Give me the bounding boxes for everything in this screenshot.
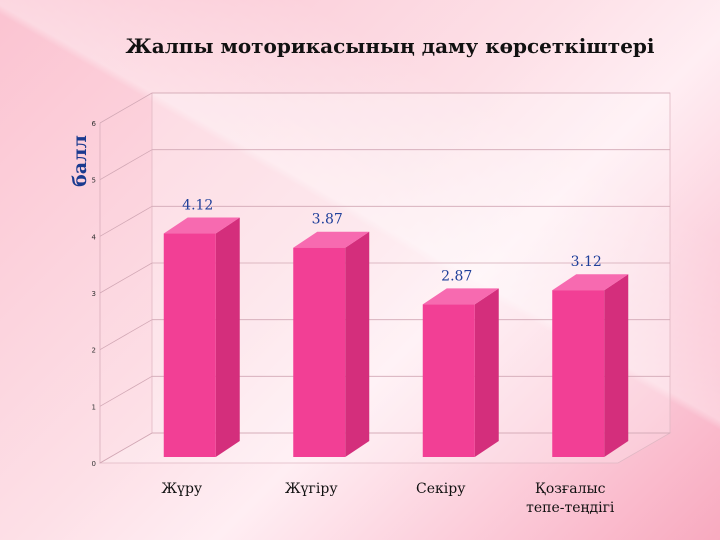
x-tick-label: Жүгіру — [285, 481, 338, 497]
bar — [293, 247, 346, 457]
bar-side — [345, 231, 370, 457]
x-tick-label: Жүру — [161, 481, 203, 497]
y-tick-label: 6 — [92, 120, 97, 128]
y-tick-label: 1 — [92, 403, 96, 411]
y-tick-label: 0 — [92, 460, 96, 468]
bar — [552, 290, 605, 457]
bar-side — [604, 274, 629, 457]
bar-top — [293, 231, 370, 248]
x-tick-label: Қозғалыс — [535, 481, 606, 497]
bar-top — [552, 274, 629, 291]
gridline-diagonal — [99, 205, 153, 237]
bar-top — [163, 217, 240, 234]
data-label: 3.87 — [312, 212, 343, 228]
x-tick-label: тепе-теңдігі — [526, 500, 615, 516]
data-label: 4.12 — [182, 198, 213, 214]
y-tick-label: 2 — [92, 347, 96, 355]
gridline-diagonal — [99, 375, 153, 407]
gridline-diagonal — [99, 432, 153, 464]
gridline-diagonal — [99, 92, 153, 124]
y-tick-label: 5 — [92, 177, 96, 185]
y-tick-label: 4 — [92, 233, 97, 241]
y-tick-label: 3 — [92, 290, 96, 298]
bar-side — [215, 217, 240, 457]
data-label: 3.12 — [571, 254, 602, 270]
gridline-diagonal — [99, 262, 153, 294]
bar-top — [422, 288, 499, 305]
x-tick-label: Секіру — [416, 481, 466, 497]
data-label: 2.87 — [441, 268, 472, 284]
gridline-diagonal — [99, 149, 153, 181]
gridline-diagonal — [99, 319, 153, 351]
bar — [422, 304, 475, 457]
bar — [163, 233, 216, 457]
bar-side — [474, 288, 499, 457]
chart-title: Жалпы моторикасының даму көрсеткіштері — [125, 34, 655, 58]
